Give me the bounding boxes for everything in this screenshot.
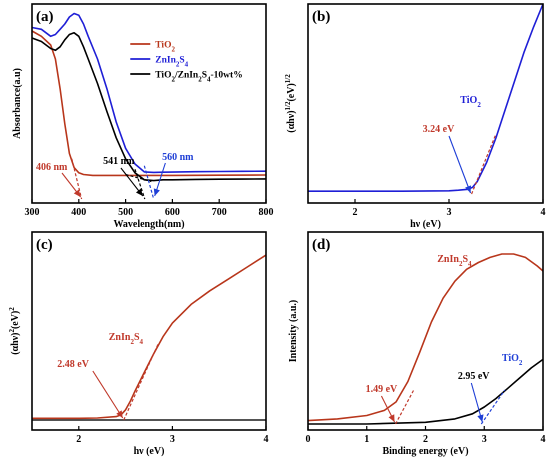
tangent-line	[471, 133, 497, 195]
annotation-2-48: 2.48 eV	[57, 359, 89, 370]
tangent-line	[71, 158, 83, 200]
x-tick-label: 4	[541, 207, 546, 218]
tangent-line	[480, 389, 506, 425]
series-label-znin2s4: ZnIn2S4	[109, 332, 144, 346]
series-line	[308, 3, 544, 192]
series-line	[31, 12, 267, 174]
chart-panel-c: 2 3 4 ZnIn2S4 2.48 eV hν (eV) (αhν)2(eV)2 (c)	[8, 231, 269, 457]
series-line	[308, 358, 544, 425]
series-line	[31, 30, 267, 177]
x-tick-label: 400	[71, 207, 86, 218]
series-label-tio2: TiO2	[502, 353, 523, 367]
x-tick-label: 3	[482, 434, 487, 445]
legend-entry: TiO2	[155, 41, 175, 54]
x-tick-label: 2	[353, 207, 358, 218]
x-tick-label: 3	[170, 434, 175, 445]
plot-frame	[307, 231, 544, 431]
x-tick-label: 700	[212, 207, 227, 218]
chart-panel-a: 300 400 500 600 700 800 406 nm 541 nm 560 nm TiO2…	[12, 3, 274, 230]
arrow-head	[73, 189, 81, 197]
arrow-head	[388, 414, 395, 422]
annotation-1-49: 1.49 eV	[366, 384, 398, 395]
annotation-2-95: 2.95 eV	[458, 371, 490, 382]
tangent-line	[395, 389, 415, 425]
x-axis-label: hν (eV)	[134, 446, 165, 457]
annotation-541: 541 nm	[103, 156, 135, 167]
x-tick-label: 4	[541, 434, 546, 445]
x-axis-label: Binding energy (eV)	[382, 446, 468, 457]
x-tick-label: 300	[25, 207, 40, 218]
panel-label-b: (b)	[312, 9, 330, 25]
series-line	[31, 31, 267, 182]
plot-frame	[31, 231, 267, 431]
series-label-tio2: TiO2	[460, 95, 481, 109]
series-line	[307, 253, 544, 422]
y-axis-label: Absorbance(a.u)	[12, 68, 23, 139]
x-tick-label: 1	[364, 434, 369, 445]
legend-entry: TiO2/ZnIn2S4-10wt%	[155, 71, 242, 84]
arrow-head	[135, 188, 143, 196]
x-axis-label: Wavelength(nm)	[113, 219, 184, 230]
panel-label-c: (c)	[36, 237, 53, 253]
legend-entry: ZnIn2S4	[155, 56, 188, 69]
annotation-arrow	[92, 370, 124, 419]
x-axis-label: hν (eV)	[410, 219, 441, 230]
plot-frame	[307, 3, 544, 204]
chart-panel-b: 2 3 4 TiO2 3.24 eV hν (eV) (αhν)1/2(eV)1/2 (b)	[284, 3, 546, 230]
annotation-406: 406 nm	[36, 162, 68, 173]
arrow-head	[465, 185, 472, 193]
arrow-head	[153, 188, 160, 196]
x-tick-label: 2	[76, 434, 81, 445]
x-tick-label: 3	[447, 207, 452, 218]
tangent-line	[134, 169, 146, 200]
x-tick-label: 600	[165, 207, 180, 218]
x-tick-label: 4	[264, 434, 269, 445]
arrow-head	[477, 414, 484, 422]
series-line	[32, 254, 267, 420]
tangent-line	[123, 343, 159, 421]
annotation-arrow	[448, 135, 472, 194]
x-tick-label: 2	[423, 434, 428, 445]
x-tick-label: 0	[306, 434, 311, 445]
plot-frame	[31, 3, 267, 204]
x-tick-label: 500	[118, 207, 133, 218]
y-axis-label: (αhν)1/2(eV)1/2	[284, 74, 297, 133]
tangent-line	[125, 173, 152, 183]
series-label-znin2s4: ZnIn2S4	[437, 254, 472, 268]
panel-label-d: (d)	[312, 237, 330, 253]
arrow-head	[116, 410, 123, 418]
annotation-560: 560 nm	[162, 152, 194, 163]
annotation-3-24: 3.24 eV	[423, 124, 455, 135]
y-axis-label: Intensity (a.u.)	[288, 300, 299, 363]
tangent-line	[143, 165, 155, 200]
y-axis-label: (αhν)2(eV)2	[8, 307, 21, 355]
chart-panel-d: 0 1 2 3 4 ZnIn2S4 TiO2 1.49 eV 2.95 eV Binding en…	[288, 231, 546, 457]
panel-label-a: (a)	[36, 9, 54, 25]
x-tick-label: 800	[259, 207, 274, 218]
